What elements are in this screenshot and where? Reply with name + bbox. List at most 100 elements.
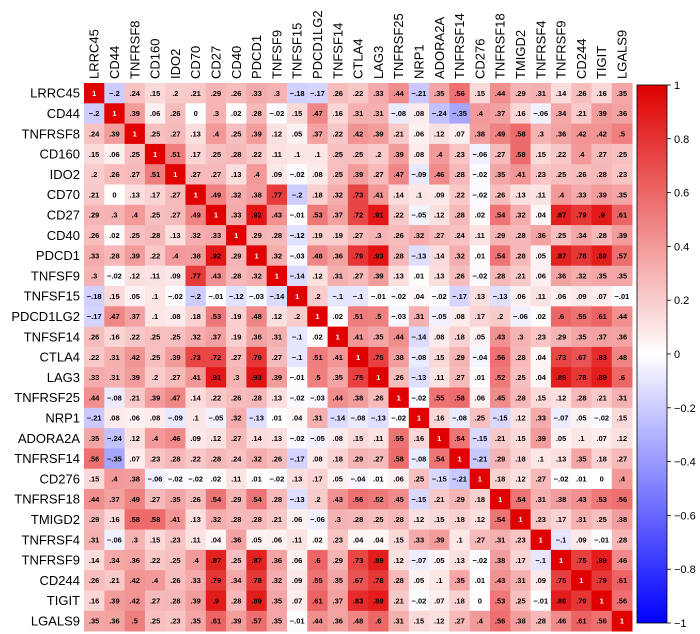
cell-value-label: .24 xyxy=(89,129,100,138)
heatmap-cell xyxy=(469,468,491,490)
heatmap-cell xyxy=(246,265,268,287)
heatmap-cell xyxy=(124,346,146,368)
heatmap-cell xyxy=(287,123,308,145)
row-label: TNFSF15 xyxy=(24,289,80,304)
heatmap-cell xyxy=(429,225,450,246)
cell-value-label: .9 xyxy=(213,596,219,605)
heatmap-cell xyxy=(429,184,450,206)
cell-value-label: −.24 xyxy=(432,109,448,118)
cell-value-label: .26 xyxy=(89,231,99,240)
cell-value-label: .07 xyxy=(130,454,140,463)
heatmap-cell xyxy=(266,448,288,470)
heatmap-cell xyxy=(246,245,268,267)
cell-value-label: −.03 xyxy=(391,312,406,321)
column-label: CD27 xyxy=(208,46,223,79)
heatmap-cell xyxy=(388,428,410,449)
cell-value-label: .79 xyxy=(211,576,221,585)
cell-value-label: −.01 xyxy=(615,292,630,301)
cell-value-label: .41 xyxy=(373,190,383,199)
heatmap-cell xyxy=(429,570,450,591)
heatmap-cell xyxy=(246,570,268,591)
heatmap-cell xyxy=(84,103,105,124)
heatmap-cell xyxy=(226,225,247,246)
heatmap-cell xyxy=(185,326,207,348)
heatmap-cell xyxy=(571,164,592,185)
heatmap-cell xyxy=(550,468,572,490)
heatmap-cell xyxy=(104,509,125,530)
heatmap-cell xyxy=(185,387,207,409)
cell-value-label: .37 xyxy=(130,312,140,321)
cell-value-label: .21 xyxy=(190,89,200,98)
heatmap-cell xyxy=(388,123,410,145)
heatmap-cell xyxy=(124,448,146,470)
heatmap-cell xyxy=(144,468,166,490)
cell-value-label: −.05 xyxy=(412,211,427,220)
cell-value-label: 1 xyxy=(153,150,157,159)
heatmap-cell xyxy=(84,387,105,409)
cell-value-label: .79 xyxy=(576,211,586,220)
heatmap-cell xyxy=(571,286,592,307)
cell-value-label: .55 xyxy=(312,576,322,585)
cell-value-label: .58 xyxy=(393,454,403,463)
heatmap-cell xyxy=(144,286,166,307)
cell-value-label: .28 xyxy=(170,596,180,605)
cell-value-label: .13 xyxy=(393,272,403,281)
cell-value-label: .58 xyxy=(515,129,525,138)
cell-value-label: .41 xyxy=(190,373,200,382)
heatmap-cell xyxy=(307,184,328,206)
cell-value-label: .15 xyxy=(393,535,403,544)
cell-value-label: .18 xyxy=(312,190,322,199)
cell-value-label: .37 xyxy=(596,332,606,341)
cell-value-label: .39 xyxy=(231,617,241,626)
cell-value-label: .78 xyxy=(251,576,261,585)
cell-value-label: .78 xyxy=(576,251,586,260)
heatmap-cell xyxy=(287,346,308,368)
cell-value-label: .3 xyxy=(375,231,381,240)
heatmap-cell xyxy=(469,103,491,124)
cell-value-label: .31 xyxy=(89,535,99,544)
heatmap-cell xyxy=(84,448,105,470)
cell-value-label: .21 xyxy=(576,109,586,118)
cell-value-label: .09 xyxy=(272,170,282,179)
heatmap-cell xyxy=(307,245,328,267)
heatmap-cell xyxy=(84,407,105,429)
heatmap-cell xyxy=(307,489,328,510)
heatmap-cell xyxy=(165,468,186,490)
cell-value-label: .89 xyxy=(556,373,566,382)
cell-value-label: 1 xyxy=(234,231,238,240)
cell-value-label: .26 xyxy=(170,576,180,585)
cell-value-label: .6 xyxy=(314,556,320,565)
heatmap-cell xyxy=(165,103,186,124)
cell-value-label: 1 xyxy=(498,495,502,504)
cell-value-label: .26 xyxy=(373,393,383,402)
heatmap-cell xyxy=(266,387,288,409)
heatmap-cell xyxy=(550,143,572,165)
heatmap-cell xyxy=(611,509,633,530)
heatmap-cell xyxy=(490,509,511,530)
heatmap-cell xyxy=(185,529,207,551)
heatmap-cell xyxy=(226,610,247,632)
cell-value-label: .41 xyxy=(333,353,343,362)
heatmap-cell xyxy=(104,225,125,246)
heatmap-cell xyxy=(84,164,105,185)
heatmap-cell xyxy=(266,489,288,510)
cell-value-label: .38 xyxy=(495,556,505,565)
heatmap-cell xyxy=(611,123,633,145)
heatmap-cell xyxy=(611,143,633,165)
heatmap-cell xyxy=(307,428,328,449)
heatmap-cell xyxy=(246,529,268,551)
heatmap-cell xyxy=(307,164,328,185)
cell-value-label: .12 xyxy=(515,414,525,423)
heatmap-cell xyxy=(104,326,125,348)
heatmap-cell xyxy=(449,570,471,591)
heatmap-cell xyxy=(550,367,572,388)
heatmap-cell xyxy=(510,326,531,348)
cell-value-label: .6 xyxy=(558,312,564,321)
cell-value-label: −.18 xyxy=(290,89,305,98)
heatmap-cell xyxy=(591,265,613,287)
cell-value-label: .36 xyxy=(231,535,241,544)
column-label: LAG3 xyxy=(371,46,386,79)
cell-value-label: .17 xyxy=(475,312,485,321)
heatmap-cell xyxy=(571,123,592,145)
cell-value-label: .56 xyxy=(89,454,99,463)
